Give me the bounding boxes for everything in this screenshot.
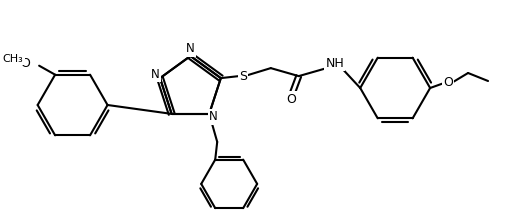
Text: O: O: [20, 57, 30, 70]
Text: NH: NH: [325, 57, 344, 70]
Text: N: N: [209, 110, 218, 123]
Text: N: N: [150, 68, 159, 81]
Text: O: O: [286, 93, 296, 106]
Text: CH₃: CH₃: [3, 54, 24, 64]
Text: S: S: [239, 70, 247, 83]
Text: N: N: [186, 42, 195, 55]
Text: O: O: [443, 76, 453, 90]
